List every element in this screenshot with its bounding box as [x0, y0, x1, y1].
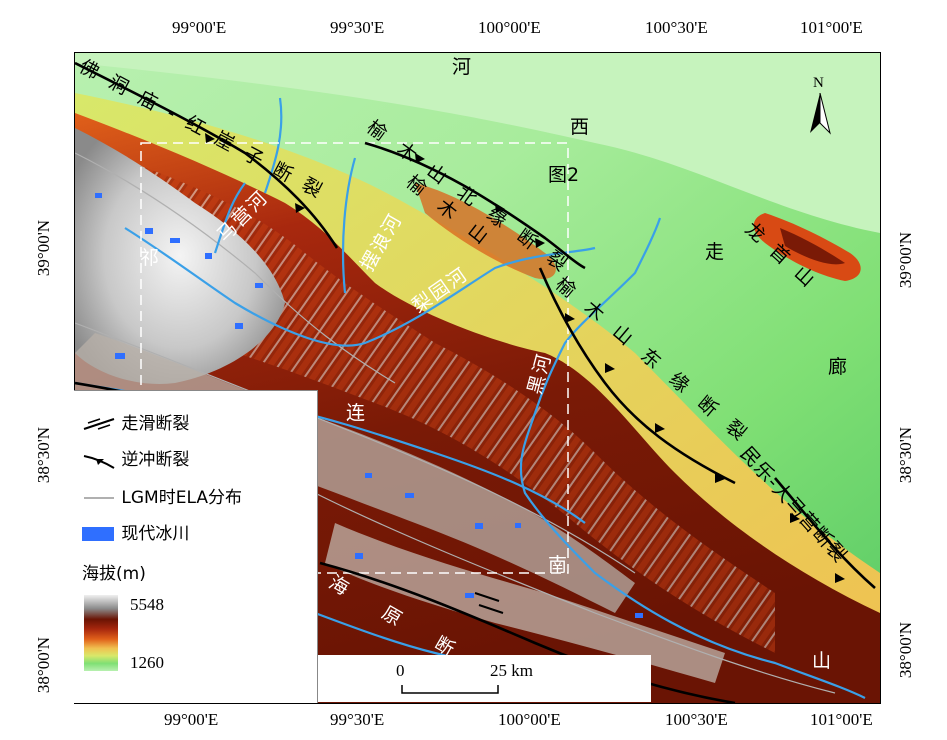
top-lon-label-3: 100°00'E [478, 18, 541, 37]
right-lat-label-1: 39°00'N [896, 231, 915, 289]
map-legend: 走滑断裂 逆冲断裂 LGM时ELA分布 现代冰川 海拔(m) 5548 1260 [74, 390, 318, 703]
north-arrow-icon [810, 93, 831, 135]
top-lon-label-2: 99°30'E [330, 18, 385, 37]
hexi-plain [75, 53, 880, 233]
legend-row-thrust: 逆冲断裂 [82, 445, 189, 470]
legend-glacier-label: 现代冰川 [121, 524, 190, 544]
legend-elev-max: 5548 [130, 595, 164, 614]
legend-row-strike-slip: 走滑断裂 [82, 409, 189, 434]
label-lian: 连 [346, 402, 366, 424]
strike-slip-symbol-icon [83, 418, 115, 430]
label-nan: 南 [548, 554, 568, 576]
glacier-swatch-icon [82, 527, 114, 541]
fig2-extent-box [140, 142, 569, 574]
high-terrain-nw [75, 128, 285, 384]
ela-contours [75, 152, 836, 694]
label-qi: 祁 [140, 247, 160, 269]
strike-slip-markers [474, 592, 504, 614]
legend-elev-min: 1260 [130, 653, 164, 672]
bottom-lon-label-2: 99°30'E [330, 710, 385, 729]
fault-lines [75, 61, 876, 703]
bottom-lon-label-3: 100°00'E [498, 710, 561, 729]
north-arrow: N [805, 75, 835, 135]
yumu-range [415, 183, 556, 279]
top-lon-label-4: 100°30'E [645, 18, 708, 37]
left-lat-label-1: 39°00'N [34, 219, 53, 277]
left-lat-label-3: 38°00'N [34, 636, 53, 694]
left-lat-label-2: 38°30'N [34, 426, 53, 484]
legend-row-glacier: 现代冰川 [82, 519, 189, 544]
high-terrain-south [325, 523, 725, 683]
scale-bar-icon [401, 685, 499, 694]
label-hexi-xi: 西 [570, 116, 590, 138]
legend-elevation-title: 海拔(m) [82, 564, 146, 584]
top-lon-label-1: 99°00'E [172, 18, 227, 37]
legend-row-ela: LGM时ELA分布 [82, 483, 242, 508]
scale-bar: 0 25 km [318, 655, 651, 702]
legend-ela-label: LGM时ELA分布 [121, 488, 242, 508]
right-lat-label-2: 38°30'N [896, 426, 915, 484]
bottom-lon-label-5: 101°00'E [810, 710, 873, 729]
label-hexi-zou: 走 [705, 241, 725, 263]
thrust-markers [205, 133, 845, 583]
bottom-lon-label-1: 99°00'E [164, 710, 219, 729]
scale-zero-label: 0 [396, 661, 405, 680]
right-lat-label-3: 38°00'N [896, 621, 915, 679]
ela-line-symbol-icon [84, 497, 114, 499]
thrust-symbol-icon [83, 455, 115, 469]
label-fig2: 图2 [548, 164, 580, 186]
north-arrow-label: N [813, 75, 824, 91]
label-hexi-lang: 廊 [828, 356, 848, 378]
top-lon-label-5: 101°00'E [800, 18, 863, 37]
label-shan: 山 [812, 650, 832, 672]
scale-distance-label: 25 km [490, 661, 533, 680]
label-hexi-he: 河 [452, 56, 472, 78]
legend-thrust-label: 逆冲断裂 [121, 450, 190, 470]
elevation-colorbar [84, 595, 118, 671]
longshou-core [780, 228, 845, 265]
bottom-lon-label-4: 100°30'E [665, 710, 728, 729]
legend-strike-slip-label: 走滑断裂 [121, 414, 190, 434]
